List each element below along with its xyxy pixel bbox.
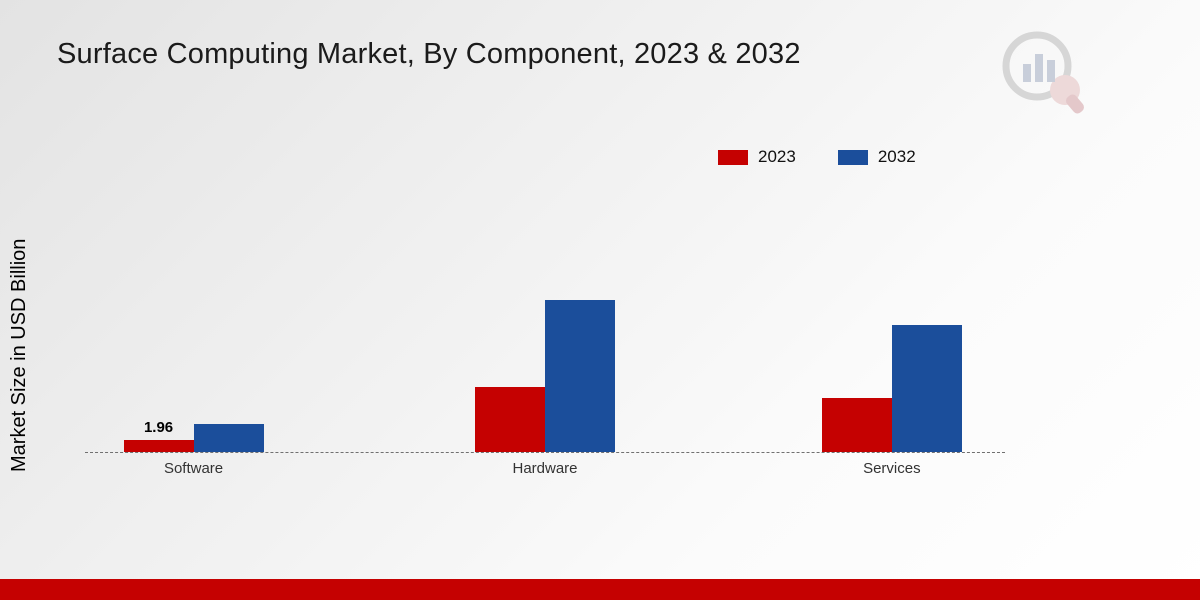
bar-hardware-2023 — [475, 386, 545, 452]
bar-hardware-2032 — [545, 300, 615, 452]
bar-services-2032 — [891, 325, 962, 452]
legend-label-2032: 2032 — [877, 147, 916, 166]
legend-item-2032: 2032 — [837, 147, 916, 167]
x-axis-baseline — [85, 452, 1005, 453]
chart-title: Surface Computing Market, By Component, … — [57, 38, 801, 70]
category-label-software: Software — [163, 460, 224, 477]
category-label-services: Services — [863, 460, 921, 477]
legend-item-2023: 2023 — [718, 147, 796, 167]
bar-services-2023 — [821, 398, 892, 452]
legend-swatch-2032 — [837, 149, 868, 165]
y-axis-label: Market Size in USD Billion — [8, 238, 30, 472]
bar-software-2023 — [123, 439, 194, 452]
bar-value-label: 1.96 — [143, 418, 174, 436]
category-label-hardware: Hardware — [512, 460, 578, 477]
legend-label-2023: 2023 — [758, 147, 796, 166]
market-research-chart-logo — [1002, 31, 1084, 114]
plot-area: Software Hardware Services 1.96 — [85, 262, 1005, 477]
legend-swatch-2023 — [718, 149, 748, 165]
footer-accent-bar — [0, 579, 1200, 600]
legend: 2023 2032 — [718, 147, 916, 167]
bar-software-2032 — [193, 424, 264, 452]
